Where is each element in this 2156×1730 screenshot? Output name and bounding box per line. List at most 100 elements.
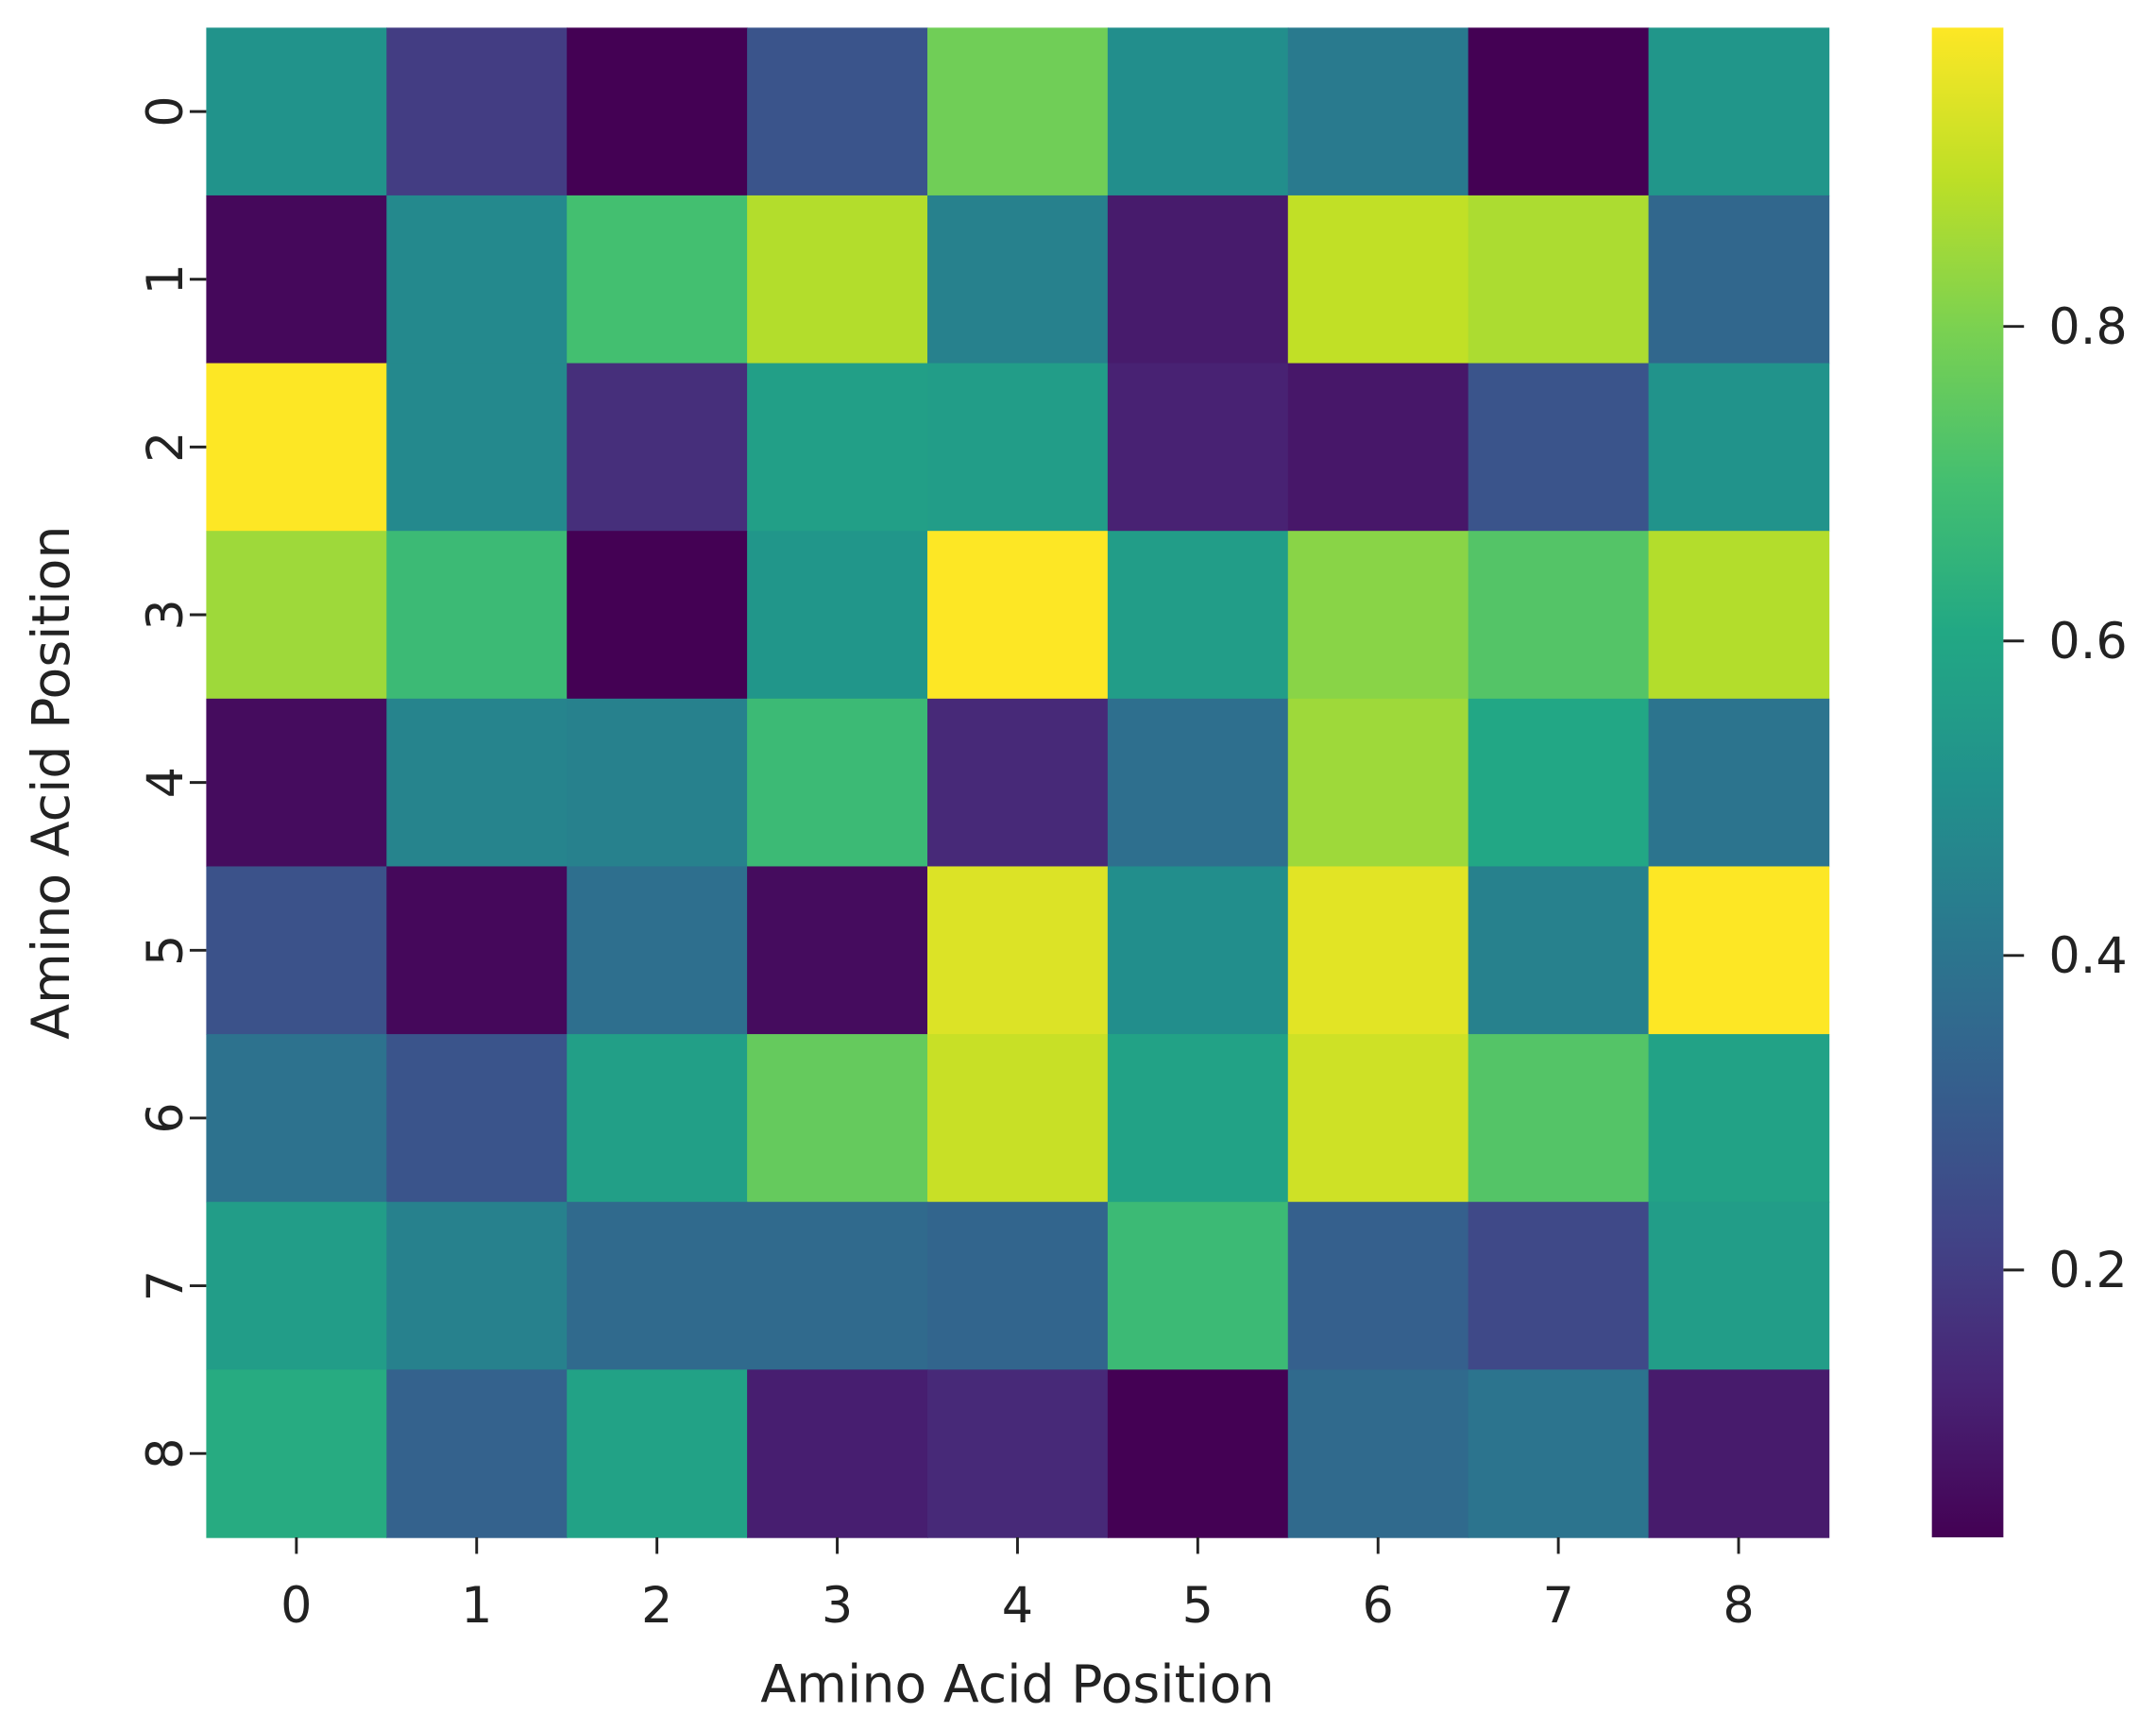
y-tick-label: 5: [137, 935, 195, 966]
y-tick-label: 2: [137, 432, 195, 463]
heatmap-cell-6-2: [567, 1034, 748, 1203]
heatmap-cell-8-2: [567, 1369, 748, 1538]
heatmap-cell-0-7: [1468, 27, 1650, 196]
x-tick-label: 6: [1363, 1577, 1394, 1635]
heatmap-cell-1-3: [747, 195, 928, 365]
colorbar-ticks: 0.2 0.4 0.6 0.8: [2003, 298, 2128, 1299]
x-tick-label: 2: [641, 1577, 672, 1635]
heatmap-cell-5-6: [1287, 866, 1469, 1035]
heatmap-cell-4-2: [567, 698, 748, 868]
heatmap-cell-7-1: [386, 1201, 568, 1371]
heatmap-cell-5-3: [747, 866, 928, 1035]
heatmap-cell-2-2: [567, 363, 748, 532]
heatmap-cell-6-3: [747, 1034, 928, 1203]
heatmap-cell-6-4: [926, 1034, 1109, 1203]
heatmap-cell-4-1: [386, 698, 568, 868]
heatmap-cell-0-5: [1107, 27, 1289, 196]
colorbar: [1931, 27, 2004, 1537]
heatmap-cell-1-7: [1468, 195, 1650, 365]
heatmap-cell-2-3: [747, 363, 928, 532]
heatmap-cell-8-8: [1648, 1369, 1830, 1538]
heatmap-cell-1-0: [206, 195, 388, 365]
heatmap-cell-5-0: [206, 866, 388, 1035]
heatmap-cell-0-0: [206, 27, 388, 196]
colorbar-tick-label: 0.6: [2048, 613, 2127, 670]
heatmap-cell-5-4: [926, 866, 1109, 1035]
heatmap-cell-7-8: [1648, 1201, 1830, 1371]
heatmap-cell-4-5: [1107, 698, 1289, 868]
y-tick-label: 6: [137, 1102, 195, 1133]
y-axis-ticks: 0 1 2 3 4 5 6 7 8: [137, 95, 207, 1469]
y-tick-label: 3: [137, 599, 195, 630]
x-tick-label: 8: [1723, 1577, 1754, 1635]
heatmap-cell-5-1: [386, 866, 568, 1035]
heatmap-cell-8-0: [206, 1369, 388, 1538]
x-axis-label: Amino Acid Position: [760, 1655, 1274, 1716]
heatmap-cell-3-3: [747, 531, 928, 700]
x-tick-label: 0: [280, 1577, 312, 1635]
colorbar-tick-label: 0.8: [2048, 298, 2127, 356]
heatmap-cell-8-6: [1287, 1369, 1469, 1538]
heatmap-cell-1-1: [386, 195, 568, 365]
heatmap-cell-0-3: [747, 27, 928, 196]
heatmap-cell-3-1: [386, 531, 568, 700]
heatmap-cell-0-2: [567, 27, 748, 196]
heatmap-cell-0-8: [1648, 27, 1830, 196]
heatmap-cell-3-2: [567, 531, 748, 700]
y-tick-label: 7: [137, 1270, 195, 1301]
heatmap-cell-6-1: [386, 1034, 568, 1203]
heatmap-cells: [206, 27, 1830, 1538]
heatmap-cell-4-0: [206, 698, 388, 868]
heatmap-cell-5-2: [567, 866, 748, 1035]
heatmap-cell-8-4: [926, 1369, 1109, 1538]
heatmap-cell-3-5: [1107, 531, 1289, 700]
heatmap-cell-6-6: [1287, 1034, 1469, 1203]
heatmap-cell-1-4: [926, 195, 1109, 365]
heatmap-cell-0-4: [926, 27, 1109, 196]
heatmap-cell-3-6: [1287, 531, 1469, 700]
heatmap-cell-7-7: [1468, 1201, 1650, 1371]
x-tick-label: 5: [1182, 1577, 1214, 1635]
y-tick-label: 0: [137, 95, 195, 127]
heatmap-cell-8-5: [1107, 1369, 1289, 1538]
heatmap-cell-7-2: [567, 1201, 748, 1371]
x-tick-label: 7: [1542, 1577, 1573, 1635]
heatmap-cell-7-4: [926, 1201, 1109, 1371]
heatmap-cell-2-4: [926, 363, 1109, 532]
heatmap-cell-2-0: [206, 363, 388, 532]
colorbar-tick-label: 0.2: [2048, 1242, 2127, 1299]
heatmap-cell-1-6: [1287, 195, 1469, 365]
heatmap-cell-1-5: [1107, 195, 1289, 365]
heatmap-cell-7-6: [1287, 1201, 1469, 1371]
heatmap-cell-7-3: [747, 1201, 928, 1371]
heatmap-cell-2-8: [1648, 363, 1830, 532]
heatmap-cell-5-8: [1648, 866, 1830, 1035]
heatmap-cell-4-4: [926, 698, 1109, 868]
y-tick-label: 4: [137, 767, 195, 798]
x-axis-ticks: 0 1 2 3 4 5 6 7 8: [280, 1536, 1755, 1635]
heatmap-cell-4-8: [1648, 698, 1830, 868]
y-tick-label: 8: [137, 1437, 195, 1468]
heatmap-cell-8-3: [747, 1369, 928, 1538]
heatmap-cell-5-5: [1107, 866, 1289, 1035]
y-tick-label: 1: [137, 263, 195, 295]
x-tick-label: 1: [461, 1577, 492, 1635]
heatmap-cell-3-0: [206, 531, 388, 700]
heatmap-cell-3-4: [926, 531, 1109, 700]
heatmap-cell-2-1: [386, 363, 568, 532]
heatmap-cell-6-7: [1468, 1034, 1650, 1203]
heatmap-cell-7-5: [1107, 1201, 1289, 1371]
heatmap-cell-0-1: [386, 27, 568, 196]
heatmap-cell-2-6: [1287, 363, 1469, 532]
heatmap-cell-6-5: [1107, 1034, 1289, 1203]
y-axis-label: Amino Acid Position: [22, 525, 82, 1039]
heatmap-cell-4-3: [747, 698, 928, 868]
heatmap-cell-4-6: [1287, 698, 1469, 868]
x-tick-label: 3: [822, 1577, 853, 1635]
heatmap-cell-8-1: [386, 1369, 568, 1538]
colorbar-tick-label: 0.4: [2048, 927, 2127, 985]
heatmap-cell-5-7: [1468, 866, 1650, 1035]
heatmap-cell-8-7: [1468, 1369, 1650, 1538]
heatmap-cell-4-7: [1468, 698, 1650, 868]
